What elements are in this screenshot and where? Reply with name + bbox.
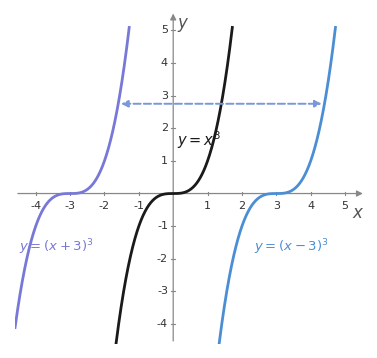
Text: -2: -2: [157, 254, 168, 264]
Text: 2: 2: [238, 201, 245, 211]
Text: 3: 3: [273, 201, 280, 211]
Text: $y = (x+3)^3$: $y = (x+3)^3$: [18, 238, 93, 257]
Text: -2: -2: [99, 201, 110, 211]
Text: 1: 1: [161, 156, 168, 166]
Text: -1: -1: [157, 221, 168, 231]
Text: y: y: [177, 14, 187, 32]
Text: $y = x^3$: $y = x^3$: [177, 129, 221, 151]
Text: -4: -4: [157, 319, 168, 329]
Text: 5: 5: [161, 25, 168, 35]
Text: 4: 4: [307, 201, 314, 211]
Text: $y = (x-3)^3$: $y = (x-3)^3$: [254, 238, 328, 257]
Text: 1: 1: [204, 201, 211, 211]
Text: 4: 4: [161, 58, 168, 68]
Text: -3: -3: [64, 201, 75, 211]
Text: -1: -1: [133, 201, 144, 211]
Text: 2: 2: [161, 123, 168, 133]
Text: -4: -4: [30, 201, 41, 211]
Text: 3: 3: [161, 91, 168, 101]
Text: x: x: [352, 204, 362, 222]
Text: -3: -3: [157, 286, 168, 296]
Text: 5: 5: [342, 201, 349, 211]
